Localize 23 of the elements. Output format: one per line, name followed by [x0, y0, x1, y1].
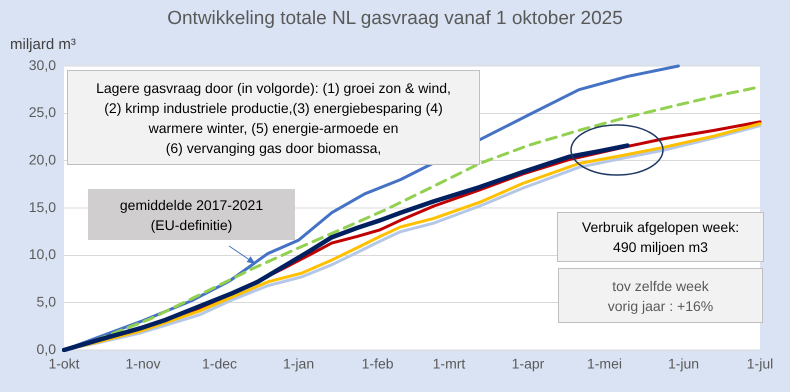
x-tick-label: 1-feb — [362, 355, 394, 372]
y-tick-label: 20,0 — [28, 152, 56, 168]
text-box: Verbruik afgelopen week: 490 miljoen m3 — [557, 212, 764, 262]
x-tick-label: 1-jan — [282, 355, 314, 372]
x-tick-label: 1-jul — [746, 355, 774, 372]
y-tick-label: 0,0 — [36, 340, 56, 357]
text-box: tov zelfde week vorig jaar : +16% — [558, 268, 763, 323]
y-tick-label: 10,0 — [28, 246, 56, 262]
text-box: Lagere gasvraag door (in volgorde): (1) groei zon & wind, (2) krimp industriele productie,(3) energiebesparing (4) warmere winter, (5) energie-armoede en (6) vervanging gas door biomassa, — [67, 70, 480, 165]
x-tick-label: 1-okt — [48, 355, 80, 372]
y-axis-title: miljard m³ — [10, 36, 76, 53]
x-tick-label: 1-mrt — [432, 355, 466, 372]
x-tick-label: 1-apr — [512, 355, 545, 372]
x-tick-label: 1-nov — [126, 355, 161, 372]
chart-title: Ontwikkeling totale NL gasvraag vanaf 1 oktober 2025 — [166, 8, 624, 30]
y-tick-label: 30,0 — [28, 56, 56, 73]
y-tick-label: 5,0 — [36, 294, 56, 310]
y-tick-label: 25,0 — [28, 104, 56, 120]
text-box: gemiddelde 2017-2021 (EU-definitie) — [88, 189, 295, 240]
x-tick-label: 1-jun — [668, 355, 700, 372]
y-tick-label: 15,0 — [28, 198, 56, 215]
x-tick-label: 1-dec — [202, 355, 238, 372]
x-tick-label: 1-mei — [586, 355, 622, 372]
